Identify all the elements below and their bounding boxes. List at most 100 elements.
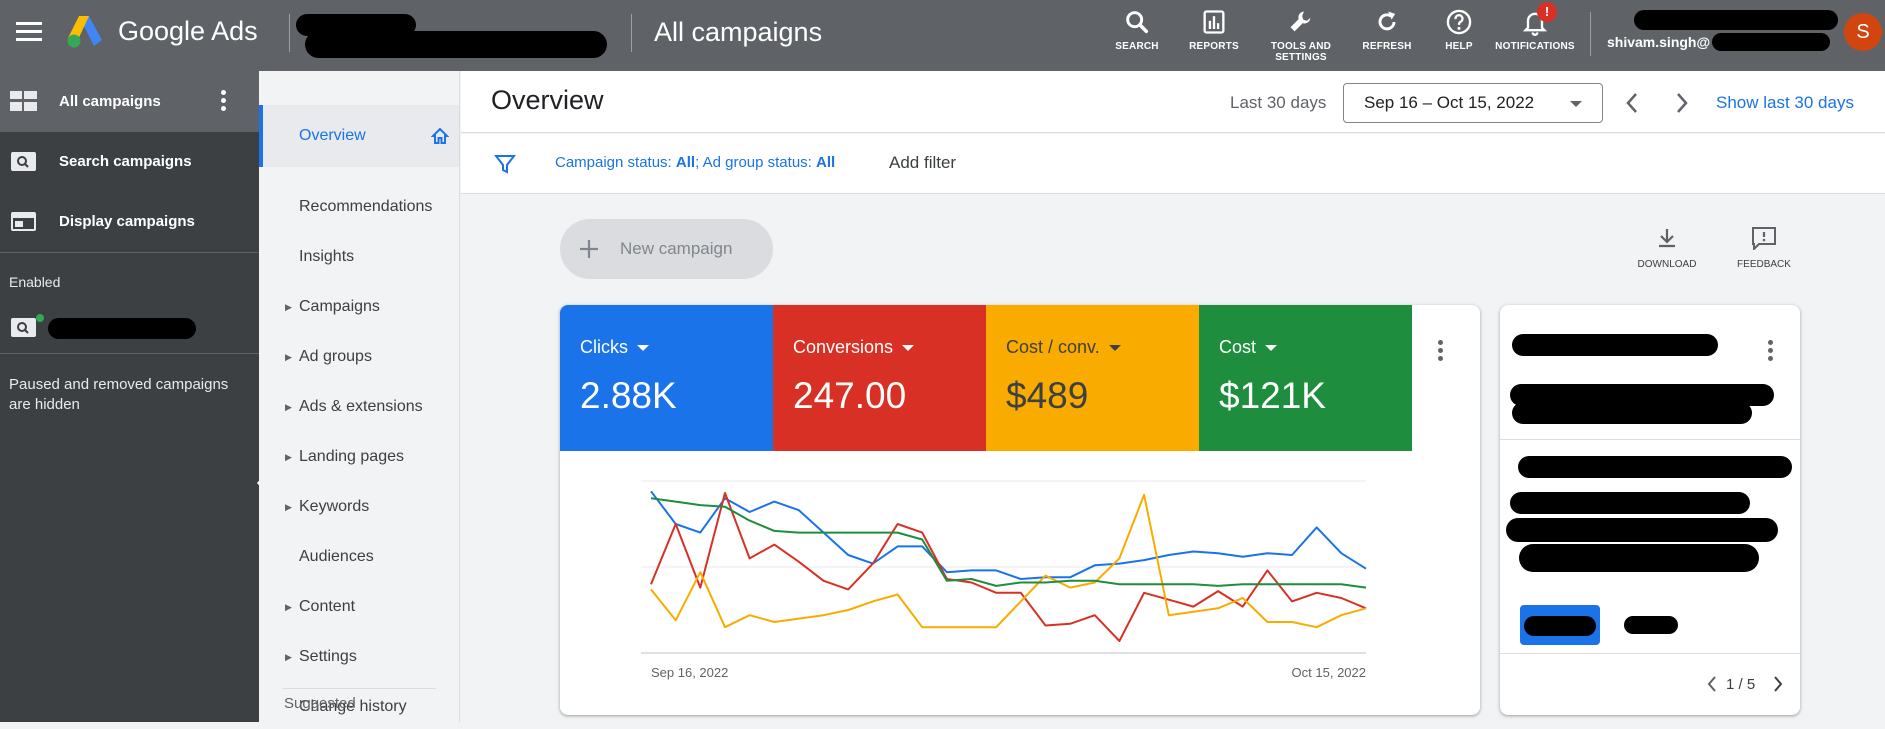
filter-icon[interactable]: [494, 153, 516, 175]
redacted-text: [1510, 384, 1774, 406]
refresh-label: REFRESH: [1362, 41, 1412, 52]
redacted-text: [1512, 334, 1718, 356]
menu-item-landing-pages[interactable]: ▶ Landing pages: [259, 435, 459, 479]
date-range-dropdown[interactable]: Sep 16 – Oct 15, 2022: [1343, 83, 1603, 123]
tools-settings-label: TOOLS AND SETTINGS: [1270, 41, 1332, 63]
search-button[interactable]: SEARCH: [1095, 8, 1179, 52]
menu-item-ads-extensions[interactable]: ▶ Ads & extensions: [259, 385, 459, 429]
menu-label: Insights: [299, 248, 355, 265]
view-button-redacted[interactable]: [1624, 616, 1678, 634]
tools-settings-button[interactable]: TOOLS AND SETTINGS: [1259, 8, 1343, 63]
apply-button[interactable]: [1520, 605, 1600, 645]
expand-arrow-icon: ▶: [285, 301, 292, 312]
redacted-text: [1519, 544, 1759, 572]
redacted-account: [305, 31, 607, 58]
campaign-search-icon[interactable]: [11, 318, 36, 337]
filter-bar: Campaign status: All; Ad group status: A…: [461, 134, 1885, 194]
hidden-campaigns-note: Paused and removed campaigns are hidden: [9, 376, 229, 413]
redacted-text: [1512, 402, 1752, 424]
menu-item-content[interactable]: ▶ Content: [259, 585, 459, 629]
menu-item-keywords[interactable]: ▶ Keywords: [259, 485, 459, 529]
expand-arrow-icon: ▶: [285, 601, 292, 612]
previous-period-icon[interactable]: [1624, 91, 1640, 115]
more-vert-icon[interactable]: [1438, 340, 1443, 361]
nav-item-search-campaigns[interactable]: Search campaigns: [0, 132, 259, 190]
refresh-button[interactable]: REFRESH: [1345, 8, 1429, 52]
metric-label-clicks: Clicks: [580, 337, 649, 358]
more-vert-icon[interactable]: [1768, 340, 1773, 361]
nav-label: All campaigns: [59, 93, 161, 110]
menu-item-audiences[interactable]: Audiences: [259, 535, 459, 579]
metric-tile-cost-per-conv[interactable]: Cost / conv. $489: [986, 305, 1199, 451]
dropdown-arrow-icon: [1108, 345, 1121, 352]
nav-item-all-campaigns[interactable]: All campaigns: [0, 71, 259, 132]
metric-tile-clicks[interactable]: Clicks 2.88K: [560, 305, 773, 451]
performance-chart: Sep 16, 2022 Oct 15, 2022: [641, 480, 1367, 680]
menu-label: Ads & extensions: [299, 398, 423, 415]
menu-item-change-history[interactable]: Change history: [259, 685, 459, 729]
feedback-icon: [1752, 227, 1776, 252]
series-line-3: [650, 497, 1367, 589]
expand-arrow-icon: ▶: [285, 501, 292, 512]
add-filter-button[interactable]: Add filter: [889, 153, 957, 172]
more-vert-icon[interactable]: [221, 90, 226, 111]
metric-label-text: Cost: [1219, 337, 1257, 357]
redacted-campaign-name[interactable]: [48, 318, 196, 339]
divider: [283, 688, 436, 689]
menu-label: Audiences: [299, 548, 374, 565]
nav-label: Display campaigns: [59, 212, 195, 230]
menu-label: Overview: [299, 127, 366, 144]
reports-button[interactable]: REPORTS: [1172, 8, 1256, 52]
redacted-account: [296, 14, 416, 36]
notifications-button[interactable]: NOTIFICATIONS: [1494, 8, 1576, 52]
series-line-2: [650, 493, 1367, 629]
x-axis-end-label: Oct 15, 2022: [1292, 665, 1366, 680]
plus-icon: [580, 240, 598, 258]
menu-item-recommendations[interactable]: Recommendations: [259, 185, 459, 229]
new-campaign-button[interactable]: New campaign: [560, 219, 773, 279]
divider: [1590, 12, 1591, 56]
avatar[interactable]: S: [1844, 13, 1882, 51]
metric-value-conversions: 247.00: [793, 375, 907, 416]
menu-item-campaigns[interactable]: ▶ Campaigns: [259, 285, 459, 329]
nav-item-display-campaigns[interactable]: Display campaigns: [0, 192, 259, 250]
redacted-email-domain: [1712, 33, 1830, 51]
next-period-icon[interactable]: [1674, 91, 1690, 115]
download-icon: [1659, 229, 1675, 248]
home-icon: [431, 127, 449, 144]
download-button[interactable]: DOWNLOAD: [1628, 226, 1706, 274]
metric-label-text: Cost / conv.: [1006, 337, 1100, 357]
menu-label: Content: [299, 598, 356, 615]
chevron-right-icon[interactable]: [1772, 675, 1784, 693]
menu-label: Landing pages: [299, 448, 404, 465]
page-menu: Overview Recommendations Insights ▶ Campa…: [259, 71, 460, 722]
feedback-button[interactable]: FEEDBACK: [1725, 226, 1803, 274]
metric-tile-cost[interactable]: Cost $121K: [1199, 305, 1412, 451]
enabled-status-dot: [36, 314, 44, 322]
dropdown-arrow-icon: [1570, 101, 1582, 107]
menu-label: Settings: [299, 648, 357, 665]
menu-item-overview[interactable]: Overview: [259, 105, 459, 167]
metric-label-cost-per-conv: Cost / conv.: [1006, 337, 1121, 358]
menu-item-insights[interactable]: Insights: [259, 235, 459, 279]
feedback-label: FEEDBACK: [1737, 259, 1791, 270]
metric-label-text: Conversions: [793, 337, 894, 357]
metric-label-text: Clicks: [580, 337, 628, 357]
notification-badge: !: [1537, 2, 1557, 22]
menu-item-ad-groups[interactable]: ▶ Ad groups: [259, 335, 459, 379]
page-heading: Overview: [491, 85, 604, 115]
menu-icon[interactable]: [16, 22, 42, 44]
recommendation-card: 1 / 5: [1500, 305, 1800, 715]
metric-value-cost: $121K: [1219, 375, 1326, 416]
range-label: Last 30 days: [1230, 93, 1327, 112]
new-campaign-label: New campaign: [620, 239, 733, 258]
show-last-30-days-link[interactable]: Show last 30 days: [1716, 93, 1854, 112]
menu-label: Campaigns: [299, 298, 380, 315]
search-campaign-icon: [11, 152, 36, 171]
menu-item-settings[interactable]: ▶ Settings: [259, 635, 459, 679]
chevron-left-icon[interactable]: [1706, 675, 1718, 693]
active-filters[interactable]: Campaign status: All; Ad group status: A…: [555, 154, 835, 171]
metric-tile-conversions[interactable]: Conversions 247.00: [773, 305, 986, 451]
filter-value: All: [675, 154, 696, 171]
help-button[interactable]: HELP: [1417, 8, 1501, 52]
